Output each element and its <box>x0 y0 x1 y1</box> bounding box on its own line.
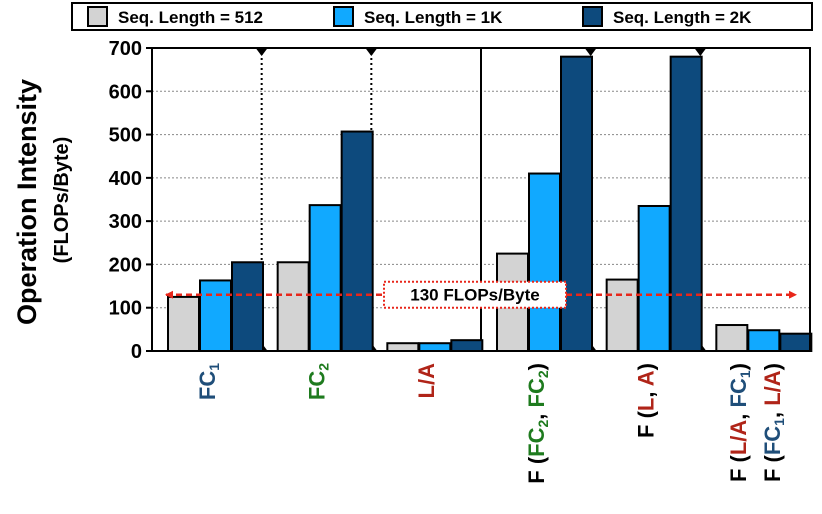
category-label-fc1: FC1 <box>195 363 222 400</box>
y-axis-sublabel: (FLOPs/Byte) <box>51 137 73 264</box>
legend-swatch <box>87 6 108 27</box>
reference-line: 130 FLOPs/Byte <box>165 280 797 309</box>
legend-box <box>71 2 813 31</box>
separator-marker-top <box>584 48 597 56</box>
y-tick-label: 100 <box>109 298 142 320</box>
category-label-f-mixed: F (L/A, FC1) <box>726 363 753 482</box>
plot-border <box>151 47 811 352</box>
legend-entry: Seq. Length = 512 <box>118 8 263 27</box>
bar <box>605 278 639 353</box>
bar <box>231 261 264 352</box>
y-tick-label: 300 <box>109 211 142 233</box>
bar <box>450 339 484 352</box>
category-label-fc2: FC2 <box>305 363 332 400</box>
bar <box>715 324 749 352</box>
bar <box>528 172 561 352</box>
y-axis: Operation Intensity (FLOPs/Byte) 0 100 200 30… <box>12 38 152 363</box>
bar <box>308 204 342 352</box>
bar <box>167 295 200 352</box>
y-tick-label: 400 <box>109 168 142 190</box>
separator-marker-top <box>255 48 268 56</box>
y-tick-label: 0 <box>131 341 142 363</box>
bar <box>386 342 420 352</box>
legend: Seq. Length = 512 Seq. Length = 1K Seq. Le… <box>71 2 813 31</box>
y-tick-label: 500 <box>109 125 142 147</box>
legend-swatch <box>582 6 603 27</box>
plot-frame <box>151 47 811 352</box>
bar <box>418 342 452 352</box>
bar <box>747 329 781 353</box>
reference-label: 130 FLOPs/Byte <box>410 286 539 305</box>
bar <box>340 130 374 352</box>
bar <box>637 204 671 352</box>
bar <box>669 55 703 353</box>
y-tick-label: 600 <box>109 81 142 103</box>
bar <box>779 332 813 352</box>
reference-label-box <box>383 280 567 309</box>
separator-marker-top <box>694 48 707 56</box>
x-axis-categories: FC1 FC2 L/A F (FC2, FC2) F (L, A) F (L/A, FC1… <box>195 363 787 484</box>
bar <box>276 261 310 352</box>
legend-entry: Seq. Length = 2K <box>613 8 752 27</box>
y-tick-label: 200 <box>109 254 142 276</box>
category-label-la: L/A <box>414 363 439 399</box>
separator-marker-top <box>365 48 378 56</box>
bar <box>199 279 232 352</box>
category-label-f-mixed: F (FC1, L/A) <box>760 363 787 482</box>
legend-swatch <box>333 6 354 27</box>
legend-entry: Seq. Length = 1K <box>364 8 503 27</box>
category-label-f-l-a: F (L, A) <box>634 363 659 438</box>
y-tick-label: 700 <box>109 38 142 60</box>
category-label-f-fc2-fc2: F (FC2, FC2) <box>524 363 551 484</box>
y-axis-label: Operation Intensity <box>12 79 42 325</box>
